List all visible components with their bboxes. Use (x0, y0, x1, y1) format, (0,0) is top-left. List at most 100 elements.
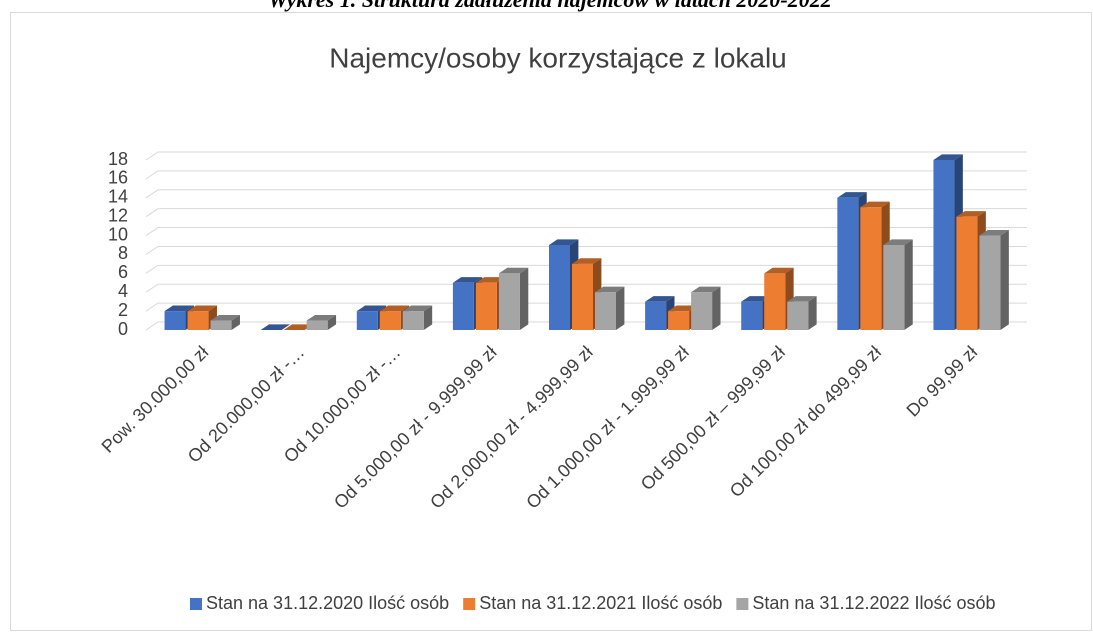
y-tick-label: 16 (108, 168, 128, 188)
bar-front (210, 320, 232, 330)
bar-top (787, 296, 817, 302)
grid-line (145, 264, 1027, 274)
bar-side (423, 305, 433, 330)
grid-line (145, 302, 1027, 312)
bar (306, 314, 337, 330)
bar (402, 305, 433, 330)
y-tick-label: 4 (118, 281, 128, 301)
bar (883, 239, 913, 330)
bar (787, 296, 817, 330)
bar-front (764, 273, 786, 330)
grid-line (145, 321, 1027, 331)
bar (595, 286, 625, 330)
bar-top (860, 201, 890, 208)
bar-front (452, 282, 474, 330)
bar-front (187, 311, 209, 330)
bar-front (979, 235, 1001, 330)
bar-front (379, 311, 401, 330)
bar-front (595, 292, 616, 330)
bar (979, 229, 1009, 330)
bar-front (572, 263, 593, 330)
bar-top (260, 324, 291, 330)
bar-top (668, 305, 698, 312)
bar-front (645, 301, 667, 330)
bar-top (164, 305, 194, 312)
bar-front (668, 311, 690, 330)
bar (498, 267, 529, 330)
bar-top (379, 305, 410, 312)
bar-front (691, 292, 713, 330)
legend-label: Stan na 31.12.2020 Ilość osób (206, 593, 449, 613)
bar-front (956, 216, 978, 330)
bar-side (616, 286, 625, 330)
bar-side (904, 239, 913, 330)
bar-top (210, 314, 240, 321)
chart-title: Najemcy/osoby korzystające z lokalu (329, 42, 787, 73)
grid-line (145, 170, 1027, 180)
bar-side (1000, 229, 1009, 330)
bar-top (764, 267, 794, 274)
bar (691, 286, 721, 330)
y-tick-label: 14 (108, 187, 128, 207)
bar-top (306, 314, 337, 321)
grid-line (145, 189, 1027, 199)
y-tick-label: 6 (118, 262, 128, 282)
bar (283, 324, 314, 330)
bar-side (712, 286, 721, 330)
bar-top (595, 286, 625, 293)
bar-front (475, 282, 497, 330)
bar-top (498, 267, 529, 274)
bar-top (933, 154, 963, 160)
bar-top (837, 192, 867, 198)
bar-top (187, 305, 217, 312)
bar-top (475, 277, 506, 283)
bar-top (741, 296, 771, 302)
legend-swatch (736, 598, 749, 610)
y-tick-label: 12 (108, 205, 128, 225)
grid-line (145, 151, 1027, 161)
bar-front (933, 160, 955, 330)
y-tick-label: 8 (118, 243, 128, 263)
bar-front (860, 207, 882, 330)
legend-label: Stan na 31.12.2022 Ilość osób (752, 593, 995, 613)
caption: Wykres 1. Struktura zadłużenia najemców … (268, 0, 832, 12)
grid-line (145, 283, 1027, 293)
bar-top (402, 305, 433, 312)
bar-side (231, 314, 240, 330)
bar-top (956, 211, 986, 217)
bar-top (645, 296, 675, 302)
grid-line (145, 227, 1027, 236)
grid-line (145, 245, 1027, 255)
legend-label: Stan na 31.12.2021 Ilość osób (479, 593, 722, 613)
bar-front (498, 273, 520, 330)
bar-front (164, 311, 186, 330)
bar-front (837, 197, 859, 330)
bar-side (808, 296, 817, 330)
bar-top (452, 277, 483, 283)
bar-front (402, 311, 424, 330)
bar-top (549, 239, 579, 245)
bar (210, 314, 240, 330)
bar-front (306, 320, 328, 330)
bar (187, 305, 217, 330)
bar-side (327, 314, 337, 330)
bar-top (356, 305, 387, 312)
bar-top (572, 258, 602, 264)
bar-front (883, 245, 905, 330)
bar-front (356, 311, 378, 330)
bar-top (979, 229, 1009, 236)
y-tick-label: 2 (118, 300, 128, 320)
grid-line (145, 208, 1027, 218)
bar-front (787, 301, 809, 330)
bar-front (549, 245, 570, 330)
y-tick-label: 18 (108, 149, 128, 169)
bar-top (883, 239, 913, 245)
legend-swatch (463, 598, 476, 610)
bar-side (519, 267, 529, 330)
bar (260, 324, 291, 330)
legend-swatch (190, 598, 202, 610)
bar-top (283, 324, 314, 330)
y-tick-label: 10 (108, 224, 128, 244)
